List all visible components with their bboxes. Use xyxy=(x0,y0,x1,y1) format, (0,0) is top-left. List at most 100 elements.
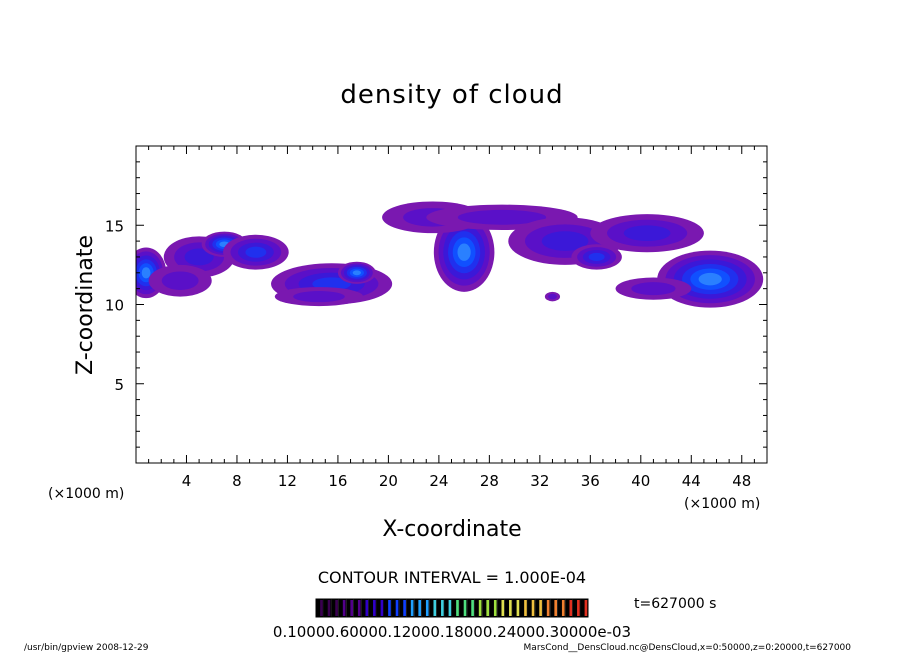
y-axis-label: Z-coordinate xyxy=(73,235,98,375)
cloud-blob xyxy=(223,234,289,270)
x-tick-label: 32 xyxy=(530,472,549,490)
colorbar-swatch xyxy=(433,600,437,616)
colorbar-cell xyxy=(482,599,490,617)
cloud-blob xyxy=(544,291,561,302)
colorbar-swatch xyxy=(403,600,406,616)
colorbar-cell xyxy=(467,599,475,617)
contour-level xyxy=(631,282,676,296)
contour-interval-label: CONTOUR INTERVAL = 1.000E-04 xyxy=(318,568,586,587)
contour-level xyxy=(588,252,605,261)
colorbar-swatch xyxy=(539,600,542,616)
colorbar-swatch xyxy=(486,600,490,616)
colorbar-cell xyxy=(338,599,347,617)
colorbar-swatch xyxy=(569,600,573,616)
contour-level xyxy=(184,248,214,266)
chart-title: density of cloud xyxy=(340,80,563,110)
x-tick-label: 24 xyxy=(429,472,448,490)
colorbar-cell xyxy=(504,599,513,617)
colorbar-swatch xyxy=(335,600,338,616)
cloud-blob xyxy=(590,214,704,253)
colorbar-cell xyxy=(368,599,377,617)
footer-left: /usr/bin/gpview 2008-12-29 xyxy=(24,643,149,653)
colorbar-cell xyxy=(520,599,528,617)
y-tick-label: 10 xyxy=(105,297,124,315)
colorbar-cell xyxy=(384,599,392,617)
colorbar-cell xyxy=(331,599,339,617)
colorbar-swatch xyxy=(327,600,331,616)
colorbar-cell xyxy=(580,599,588,617)
colorbar-cell xyxy=(459,599,468,617)
colorbar-swatch xyxy=(342,600,346,616)
colorbar-cell xyxy=(376,599,384,617)
x-axis-label: X-coordinate xyxy=(382,517,521,542)
colorbar-cell xyxy=(391,599,400,617)
colorbar-swatch xyxy=(501,600,505,616)
colorbar-cell xyxy=(399,599,407,617)
colorbar-cell xyxy=(421,599,430,617)
colorbar-cell xyxy=(557,599,566,617)
x-tick-label: 44 xyxy=(682,472,701,490)
colorbar-cell xyxy=(406,599,415,617)
colorbar-swatch xyxy=(320,600,323,616)
colorbar-swatch xyxy=(493,600,497,616)
colorbar-swatch xyxy=(388,600,391,616)
contour-level xyxy=(548,293,557,300)
colorbar-cell xyxy=(436,599,445,617)
contour-level xyxy=(245,246,267,258)
colorbar-cell xyxy=(414,599,422,617)
x-tick-label: 48 xyxy=(732,472,751,490)
colorbar-swatch xyxy=(516,600,520,616)
colorbar-labels: 0.10000.60000.12000.18000.24000.30000e-0… xyxy=(273,623,631,641)
colorbar-swatch xyxy=(531,600,535,616)
time-label: t=627000 s xyxy=(634,596,716,612)
colorbar-cell xyxy=(353,599,362,617)
y-tick-label: 15 xyxy=(105,217,124,235)
plot-area xyxy=(136,146,767,463)
x-tick-label: 8 xyxy=(232,472,242,490)
contour-level xyxy=(161,271,199,290)
colorbar-swatch xyxy=(554,600,558,616)
colorbar-swatch xyxy=(410,600,414,616)
colorbar-cell xyxy=(527,599,536,617)
contour-level xyxy=(623,225,671,242)
cloud-blob xyxy=(657,250,764,308)
colorbar-cell xyxy=(429,599,437,617)
colorbar-cell xyxy=(565,599,573,617)
y-axis-ticks: 5 10 15 xyxy=(105,161,767,448)
cloud-blob xyxy=(615,277,692,300)
colorbar-swatch xyxy=(463,600,467,616)
colorbar-cell xyxy=(361,599,369,617)
cloud-blob xyxy=(571,244,622,270)
colorbar-cell xyxy=(474,599,483,617)
colorbar-swatch xyxy=(478,600,482,616)
x-tick-label: 4 xyxy=(182,472,192,490)
colorbar-swatch xyxy=(448,600,452,616)
colorbar-swatch xyxy=(365,600,369,616)
colorbar-frame xyxy=(315,598,589,618)
colorbar-swatch xyxy=(357,600,361,616)
colorbar-cell xyxy=(452,599,460,617)
cloud-blob xyxy=(274,287,364,307)
x-unit-label-left: (×1000 m) xyxy=(48,486,124,502)
colorbar-cell xyxy=(497,599,505,617)
colorbar-swatch xyxy=(425,600,429,616)
x-axis-ticks: 4 8 12 16 20 24 28 32 36 40 44 48 xyxy=(148,146,755,490)
colorbar-swatch xyxy=(561,600,565,616)
x-tick-label: 40 xyxy=(631,472,650,490)
y-tick-label: 5 xyxy=(114,376,124,394)
colorbar xyxy=(316,599,588,617)
colorbar-cell xyxy=(535,599,543,617)
colorbar-cell xyxy=(316,599,324,617)
contour-level xyxy=(541,231,589,251)
colorbar-cell xyxy=(346,599,354,617)
colorbar-swatch xyxy=(418,600,422,616)
x-tick-label: 36 xyxy=(581,472,600,490)
cloud-density-field xyxy=(136,201,764,308)
colorbar-cell xyxy=(550,599,558,617)
colorbar-cell xyxy=(542,599,551,617)
colorbar-cell xyxy=(512,599,520,617)
x-tick-label: 12 xyxy=(278,472,297,490)
colorbar-cell xyxy=(489,599,498,617)
x-unit-label-right: (×1000 m) xyxy=(684,496,760,512)
x-tick-label: 16 xyxy=(328,472,347,490)
